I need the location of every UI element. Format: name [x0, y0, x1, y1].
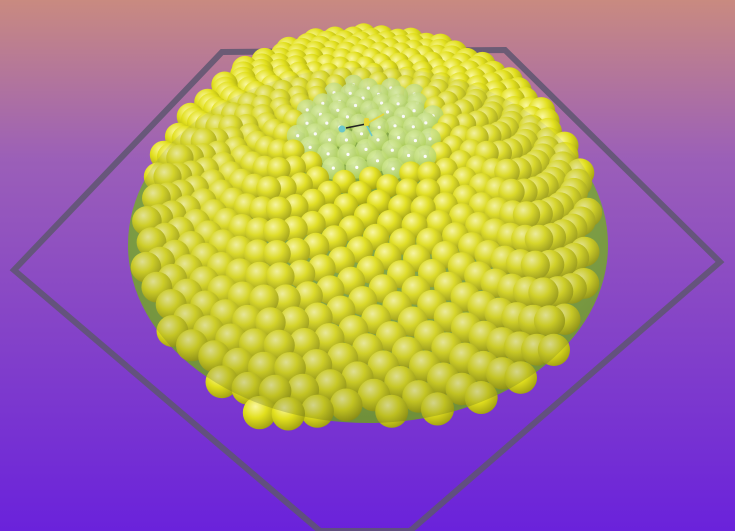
sphere-glint — [401, 114, 405, 118]
sphere — [375, 394, 409, 428]
sphere-glint — [331, 166, 335, 170]
sphere-glint — [391, 167, 395, 171]
sphere — [520, 250, 550, 280]
sphere — [504, 361, 537, 394]
sphere-glint — [308, 145, 312, 149]
sphere-glint — [412, 109, 416, 113]
sphere-glint — [411, 125, 415, 129]
sphere — [528, 277, 559, 308]
sphere — [300, 394, 334, 428]
sphere-glint — [377, 125, 381, 129]
sphere-glint — [359, 132, 364, 136]
sphere — [329, 388, 363, 422]
sphere-glint — [326, 152, 330, 156]
sphere-glint — [353, 103, 358, 108]
sphere-glint — [385, 110, 390, 114]
sphere-glint — [390, 148, 394, 152]
sphere-glint — [366, 86, 370, 90]
sphere-glint — [393, 124, 397, 128]
sphere-glint — [305, 121, 309, 125]
sphere-glint — [305, 108, 309, 112]
sphere-glint — [336, 108, 340, 112]
sphere-glint — [407, 153, 411, 158]
sphere-glint — [413, 139, 417, 143]
floor-plane-outline — [9, 46, 725, 531]
sphere-glint — [396, 102, 400, 106]
sphere-glint — [423, 154, 427, 158]
sphere-glint — [424, 121, 428, 125]
sphere-glint — [296, 134, 300, 138]
sphere-glint — [355, 165, 359, 169]
sphere — [271, 397, 305, 431]
sphere-glint — [375, 159, 380, 163]
sphere-glint — [397, 136, 401, 140]
sphere — [420, 392, 455, 426]
sphere — [242, 395, 277, 430]
sphere-glint — [313, 132, 317, 136]
sphere — [533, 305, 566, 337]
sphere-glint — [364, 147, 368, 151]
sphere-glint — [428, 137, 432, 141]
sphere-glint — [344, 138, 348, 142]
sphere-glint — [376, 138, 380, 142]
sphere-glint — [328, 138, 332, 142]
axes-gizmo-icon[interactable] — [338, 113, 385, 137]
sphere-glint — [345, 115, 349, 119]
light-bulb-icon[interactable] — [364, 118, 369, 126]
sphere — [464, 381, 498, 414]
sphere — [524, 224, 554, 254]
sphere-glint — [348, 91, 352, 95]
sphere — [537, 333, 571, 366]
sphere-glint — [346, 152, 350, 156]
sphere-glint — [325, 121, 329, 125]
